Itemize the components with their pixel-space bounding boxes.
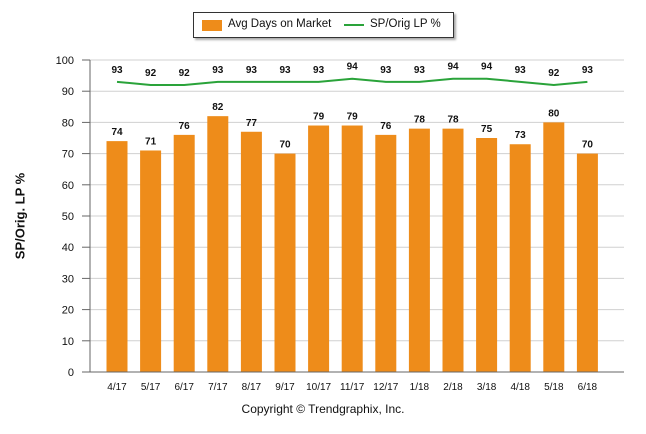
y-tick-label: 40 — [62, 242, 74, 254]
x-tick-label: 3/18 — [477, 382, 497, 393]
bar-data-label: 78 — [414, 115, 426, 126]
y-tick-label: 10 — [62, 336, 74, 348]
bar — [274, 153, 296, 372]
axes — [89, 60, 624, 373]
legend-label-sp-orig: SP/Orig LP % — [370, 18, 441, 30]
x-tick-label: 7/17 — [208, 382, 228, 393]
bar — [476, 138, 498, 372]
bar-data-label: 70 — [582, 140, 594, 151]
bar-data-label: 76 — [179, 121, 191, 132]
bar-data-labels: 74 71 76 82 77 70 79 79 76 78 78 75 73 80 70 — [111, 102, 593, 150]
x-tick-labels: 4/17 5/17 6/17 7/17 8/17 9/17 10/17 11/17 12/17 1… — [107, 382, 597, 393]
bar-data-label: 73 — [515, 130, 527, 141]
bar — [207, 116, 229, 372]
y-tick-label: 100 — [56, 55, 74, 67]
x-tick-label: 12/17 — [373, 382, 398, 393]
bar — [576, 153, 598, 372]
line-data-label: 92 — [145, 68, 157, 79]
bar-data-label: 76 — [380, 121, 392, 132]
line-data-label: 93 — [246, 65, 258, 76]
bar-data-label: 77 — [246, 118, 258, 129]
x-tick-label: 4/17 — [107, 382, 127, 393]
line-data-label: 93 — [212, 65, 224, 76]
line-series-sp-orig-lp — [116, 77, 588, 86]
y-tick-label: 50 — [62, 211, 74, 223]
x-tick-label: 9/17 — [275, 382, 295, 393]
line-data-label: 93 — [582, 65, 594, 76]
bar — [173, 134, 195, 372]
x-tick-label: 5/18 — [544, 382, 564, 393]
x-tick-label: 11/17 — [340, 382, 365, 393]
bar — [341, 125, 363, 373]
bar-data-label: 70 — [279, 140, 291, 151]
bar-data-label: 78 — [447, 115, 459, 126]
y-tick-label: 20 — [62, 305, 74, 317]
bar-data-label: 74 — [111, 127, 123, 138]
bar — [140, 150, 162, 372]
y-tick-label: 90 — [62, 86, 74, 98]
bar — [240, 131, 262, 372]
bar — [375, 134, 397, 372]
bar — [442, 128, 464, 372]
x-tick-label: 5/17 — [141, 382, 161, 393]
x-tick-label: 8/17 — [242, 382, 262, 393]
bar-data-label: 82 — [212, 102, 224, 113]
line-data-label: 93 — [279, 65, 291, 76]
bar — [408, 128, 430, 372]
x-tick-label: 6/17 — [174, 382, 194, 393]
bar — [308, 125, 330, 373]
y-tick-label: 0 — [68, 367, 74, 379]
y-tick-label: 30 — [62, 273, 74, 285]
bar-data-label: 80 — [548, 108, 560, 119]
x-tick-label: 6/18 — [578, 382, 598, 393]
bar-data-label: 79 — [347, 112, 359, 123]
y-tick-label: 80 — [62, 117, 74, 129]
line-data-label: 92 — [179, 68, 191, 79]
bar-data-label: 71 — [145, 136, 157, 147]
y-tick-labels: 0 10 20 30 40 50 60 70 80 90 100 — [56, 55, 90, 379]
line-data-label: 93 — [111, 65, 123, 76]
bar-data-label: 79 — [313, 112, 325, 123]
bar — [543, 122, 565, 373]
y-tick-label: 70 — [62, 149, 74, 161]
copyright-footer: Copyright © Trendgraphix, Inc. — [241, 402, 405, 416]
bar — [106, 141, 128, 372]
line-data-label: 93 — [414, 65, 426, 76]
bar-data-label: 75 — [481, 124, 493, 135]
bar-series — [106, 116, 598, 373]
y-axis-label: SP/Orig. LP % — [12, 172, 28, 260]
bar — [509, 144, 531, 372]
line-data-label: 94 — [347, 62, 359, 73]
line-data-label: 93 — [380, 65, 392, 76]
line-data-label: 94 — [447, 62, 459, 73]
y-tick-label: 60 — [62, 180, 74, 192]
legend-swatch-line — [344, 24, 364, 26]
line-data-label: 92 — [548, 68, 560, 79]
line-data-label: 93 — [313, 65, 325, 76]
x-tick-label: 10/17 — [306, 382, 331, 393]
line-data-label: 93 — [515, 65, 527, 76]
x-tick-label: 2/18 — [443, 382, 463, 393]
x-tick-label: 4/18 — [510, 382, 530, 393]
line-data-label: 94 — [481, 62, 493, 73]
legend-swatch-bar — [202, 20, 222, 31]
legend: Avg Days on Market SP/Orig LP % — [193, 12, 454, 38]
x-tick-label: 1/18 — [410, 382, 430, 393]
line-data-labels: 93 92 92 93 93 93 93 94 93 93 94 94 93 92 93 — [111, 62, 593, 79]
legend-label-avg-days: Avg Days on Market — [228, 18, 332, 30]
